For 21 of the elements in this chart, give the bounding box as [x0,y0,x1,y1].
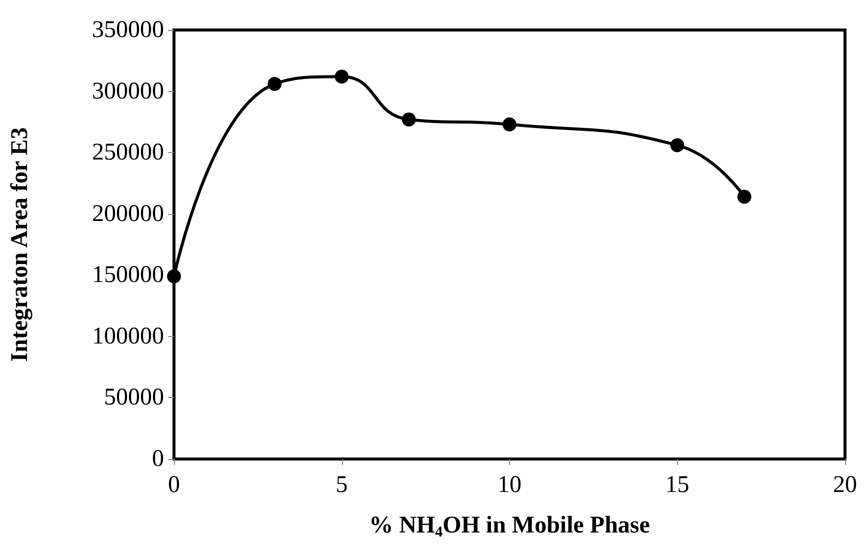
point [502,117,516,132]
y-tick-label: 300000 [92,78,164,104]
point [268,76,282,91]
point [737,190,752,204]
x-tick-label: 15 [665,472,690,498]
y-tick-label: 50000 [104,384,164,411]
y-tick-label: 100000 [92,323,164,350]
y-tick-label: 0 [152,446,164,472]
point [402,112,416,126]
x-tick-label: 10 [498,472,522,498]
y-axis-title: Integraton Area for E3 [7,127,33,362]
point [167,269,181,284]
y-tick-label: 200000 [92,200,164,227]
y-tick-label: 250000 [92,140,164,166]
point [334,70,349,84]
y-tick-label: 350000 [92,17,164,43]
x-tick-label: 0 [168,472,180,498]
y-tick-label: 150000 [92,262,164,288]
x-tick-label: 20 [833,472,857,498]
x-tick-label: 5 [336,472,348,498]
point [670,138,684,152]
